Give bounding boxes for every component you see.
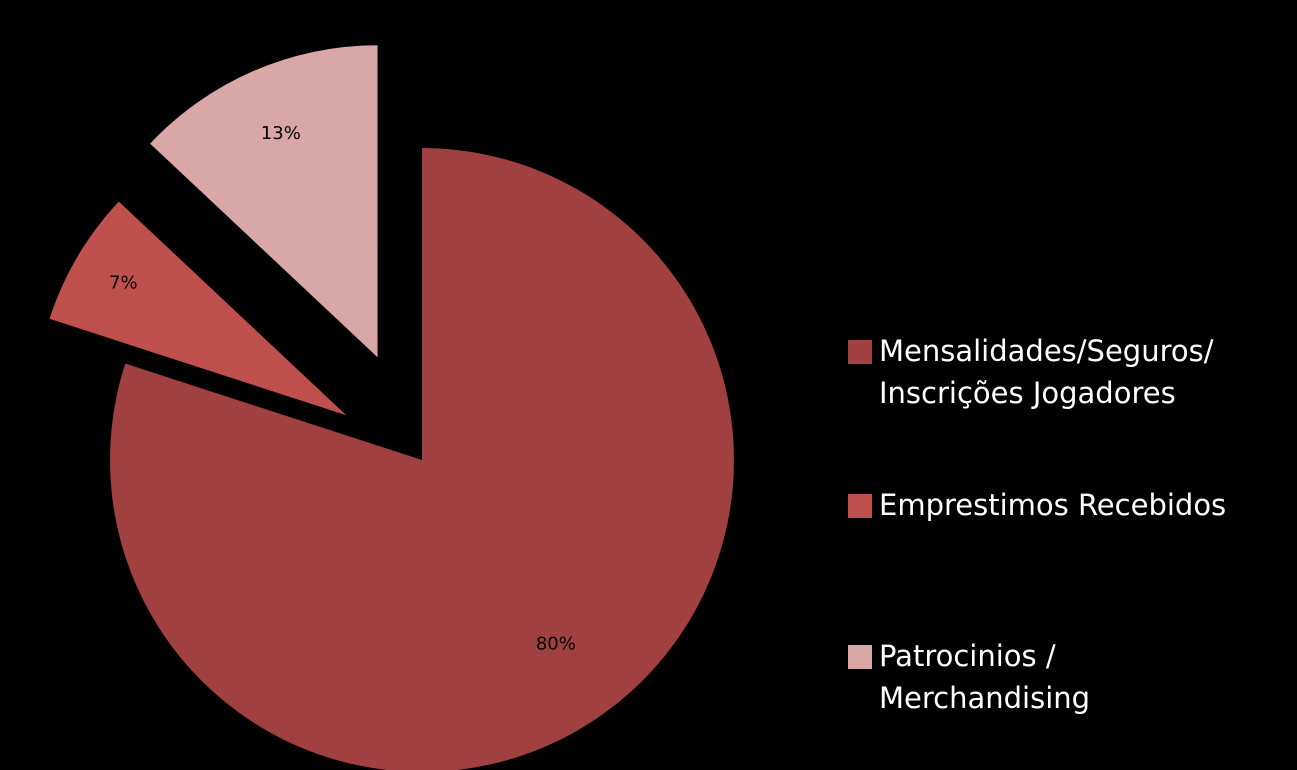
pie-slice-mensalidades [110, 148, 734, 770]
slice-label-patrocinios: 13% [261, 123, 301, 144]
pie-slice-emprestimos [49, 201, 347, 416]
legend-item-emprestimos: Emprestimos Recebidos [848, 484, 1226, 526]
legend-swatch-emprestimos [848, 494, 872, 518]
pie-slice-patrocinios [150, 45, 378, 358]
legend-item-patrocinios: Patrocinios / Merchandising [848, 635, 1090, 719]
slice-label-emprestimos: 7% [109, 272, 138, 293]
legend-label-patrocinios: Patrocinios / Merchandising [879, 639, 1091, 715]
legend-swatch-mensalidades [848, 340, 872, 364]
slice-label-mensalidades: 80% [536, 633, 576, 654]
legend-label-mensalidades: Mensalidades/Seguros/ Inscrições Jogador… [879, 334, 1214, 410]
legend-item-mensalidades: Mensalidades/Seguros/ Inscrições Jogador… [848, 330, 1214, 414]
legend: Mensalidades/Seguros/ Inscrições Jogador… [848, 0, 1297, 770]
legend-label-emprestimos: Emprestimos Recebidos [879, 488, 1227, 522]
legend-swatch-patrocinios [848, 645, 872, 669]
pie-chart: 80% 7% 13% [49, 45, 734, 770]
